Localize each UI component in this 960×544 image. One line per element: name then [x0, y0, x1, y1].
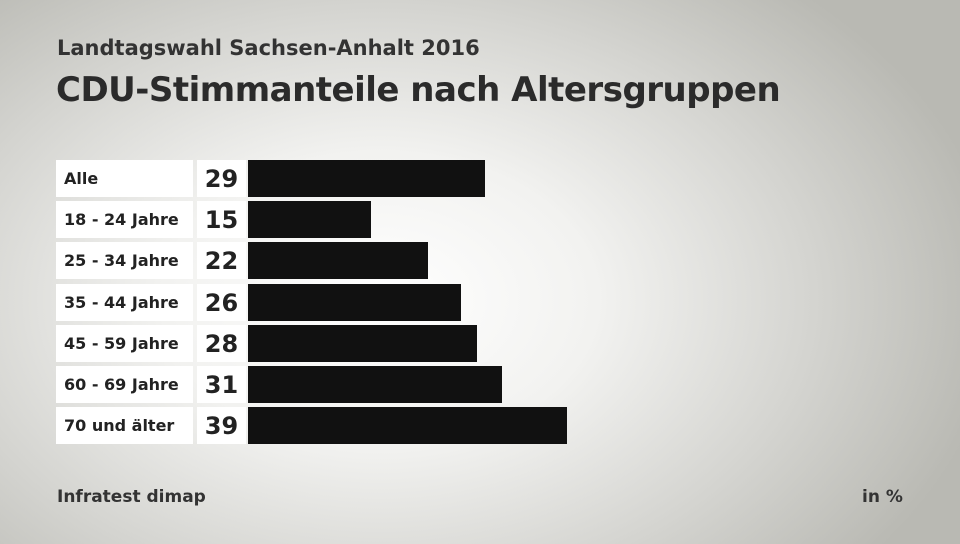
category-label: Alle [56, 160, 193, 197]
value-label: 29 [197, 160, 246, 197]
bar [248, 366, 502, 403]
value-label: 22 [197, 242, 246, 279]
category-label: 60 - 69 Jahre [56, 366, 193, 403]
bar [248, 242, 428, 279]
category-label: 45 - 59 Jahre [56, 325, 193, 362]
unit-label: in % [862, 487, 903, 507]
chart-subtitle: Landtagswahl Sachsen-Anhalt 2016 [57, 36, 480, 60]
chart-title: CDU-Stimmanteile nach Altersgruppen [56, 70, 781, 110]
bar [248, 201, 371, 238]
bar [248, 325, 477, 362]
bar [248, 160, 485, 197]
source-label: Infratest dimap [57, 487, 206, 507]
value-label: 39 [197, 407, 246, 444]
category-label: 25 - 34 Jahre [56, 242, 193, 279]
category-label: 35 - 44 Jahre [56, 284, 193, 321]
value-label: 31 [197, 366, 246, 403]
value-label: 28 [197, 325, 246, 362]
category-label: 70 und älter [56, 407, 193, 444]
value-label: 26 [197, 284, 246, 321]
value-label: 15 [197, 201, 246, 238]
bar [248, 407, 567, 444]
category-label: 18 - 24 Jahre [56, 201, 193, 238]
bar [248, 284, 461, 321]
